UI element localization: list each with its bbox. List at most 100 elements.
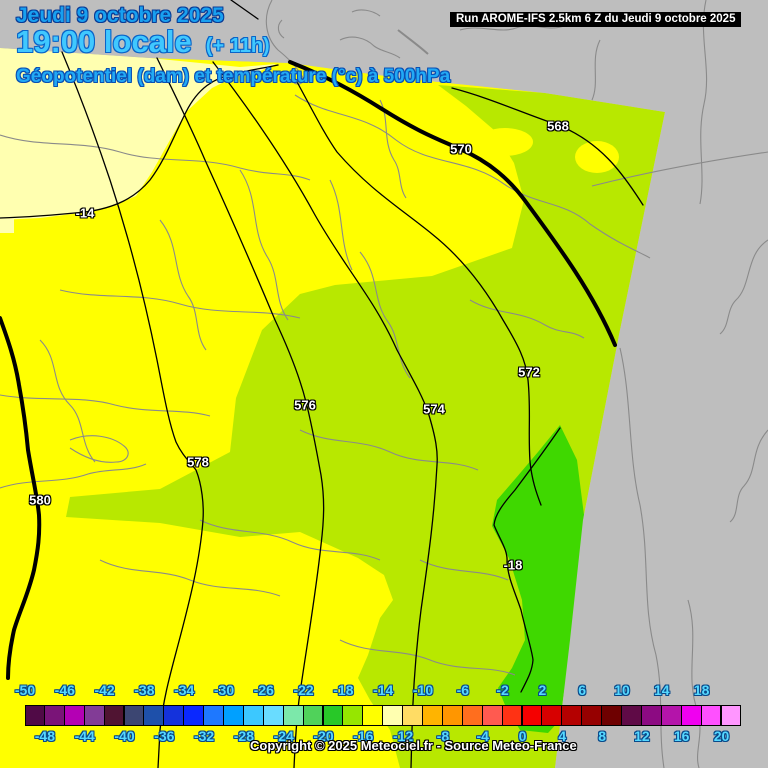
scale-swatch	[123, 705, 145, 726]
contour-label: 568	[547, 118, 569, 134]
scale-swatch	[63, 705, 85, 726]
scale-swatch	[322, 705, 344, 726]
scale-swatch	[382, 705, 404, 726]
contour-570	[288, 60, 617, 347]
scale-tick-label: 10	[614, 682, 630, 698]
scale-swatch	[461, 705, 483, 726]
scale-tick-label: -32	[193, 728, 215, 744]
scale-tick-label: -2	[496, 682, 509, 698]
scale-tick-label: -44	[74, 728, 95, 744]
scale-swatch	[422, 705, 443, 726]
contour-label: -14	[75, 205, 95, 221]
scale-swatch	[700, 705, 722, 726]
scale-tick-label: 2	[538, 682, 547, 698]
run-info-bar: Run AROME-IFS 2.5km 6 Z du Jeudi 9 octob…	[450, 12, 742, 27]
scale-swatch	[561, 705, 583, 726]
scale-tick-label: -4	[476, 728, 489, 744]
scale-tick-label: -26	[253, 682, 274, 698]
contour-574	[212, 61, 438, 768]
scale-tick-label: 16	[673, 728, 690, 744]
isotherm-minus18	[493, 427, 561, 693]
scale-tick-label: 12	[634, 728, 650, 744]
forecast-offset: (+ 11h)	[205, 35, 270, 57]
scale-tick-label: -18	[333, 682, 354, 698]
scale-tick-label: -12	[392, 728, 414, 744]
scale-tick-label: 8	[598, 728, 606, 744]
contour-578	[61, 51, 204, 768]
scale-swatch	[183, 705, 205, 726]
contour-label: 574	[423, 401, 445, 417]
local-time: 19:00 locale	[16, 24, 192, 59]
scale-swatch	[581, 705, 603, 726]
scale-swatch	[521, 705, 543, 726]
scale-swatch	[282, 705, 304, 726]
scale-tick-label: -30	[213, 682, 235, 698]
date-line: Jeudi 9 octobre 2025	[16, 4, 224, 27]
contour-lines	[0, 0, 644, 768]
scale-swatch	[621, 705, 642, 726]
contour-572	[295, 79, 542, 506]
region-pale-yellow-small	[0, 218, 14, 233]
contour-label: -18	[503, 557, 523, 573]
scale-tick-label: -14	[373, 682, 394, 698]
scale-tick-label: -46	[54, 682, 75, 698]
scale-tick-label: -40	[114, 728, 135, 744]
scale-tick-label: -22	[293, 682, 314, 698]
scale-swatch	[143, 705, 165, 726]
scale-tick-label: -10	[412, 682, 434, 698]
scale-swatch	[402, 705, 423, 726]
scale-swatch	[640, 705, 662, 726]
contour-label: 578	[187, 454, 209, 470]
scale-tick-label: -50	[14, 682, 36, 698]
scale-swatch	[720, 705, 742, 726]
scale-swatch	[302, 705, 324, 726]
scale-swatch	[342, 705, 364, 726]
scale-swatch	[601, 705, 622, 726]
scale-tick-label: 0	[518, 728, 527, 744]
contour-572-sea	[230, 0, 259, 20]
scale-tick-label: 18	[693, 682, 710, 698]
contour-label: 570	[450, 141, 472, 157]
scale-swatch	[501, 705, 523, 726]
scale-swatch	[242, 705, 264, 726]
copyright-text: Copyright © 2025 Meteociel.fr - Source M…	[250, 738, 577, 753]
scale-tick-label: -16	[353, 728, 374, 744]
contour-580	[0, 316, 42, 680]
scale-swatch	[25, 705, 45, 726]
region-bright-green	[492, 425, 584, 733]
scale-tick-label: -36	[154, 728, 175, 744]
scale-swatch	[660, 705, 682, 726]
scale-tick-label: 4	[558, 728, 567, 744]
contour-label: 572	[518, 364, 540, 380]
scale-tick-label: -42	[94, 682, 115, 698]
scale-swatch	[203, 705, 224, 726]
scale-swatch	[103, 705, 125, 726]
scale-tick-label: -24	[273, 728, 294, 744]
scale-swatch	[43, 705, 65, 726]
contour-label: 576	[294, 397, 316, 413]
scale-tick-label: -38	[134, 682, 155, 698]
scale-swatch	[680, 705, 702, 726]
time-line: 19:00 locale (+ 11h)	[16, 24, 270, 60]
isotherm-minus14	[0, 64, 279, 219]
contour-576	[156, 57, 325, 768]
scale-swatch	[362, 705, 384, 726]
scale-swatch	[83, 705, 105, 726]
scale-tick-label: -8	[436, 728, 450, 744]
scale-tick-label: -20	[313, 728, 334, 744]
scale-swatch	[441, 705, 463, 726]
scale-swatch	[223, 705, 244, 726]
map-subtitle: Géopotentiel (dam) et température (°c) à…	[16, 66, 451, 87]
scale-tick-label: 20	[713, 728, 730, 744]
scale-tick-label: -48	[34, 728, 56, 744]
contour-label: 580	[29, 492, 51, 508]
scale-tick-label: 14	[654, 682, 670, 698]
region-yellow-green	[66, 85, 665, 768]
scale-tick-label: -6	[456, 682, 470, 698]
contour-568	[451, 87, 644, 206]
